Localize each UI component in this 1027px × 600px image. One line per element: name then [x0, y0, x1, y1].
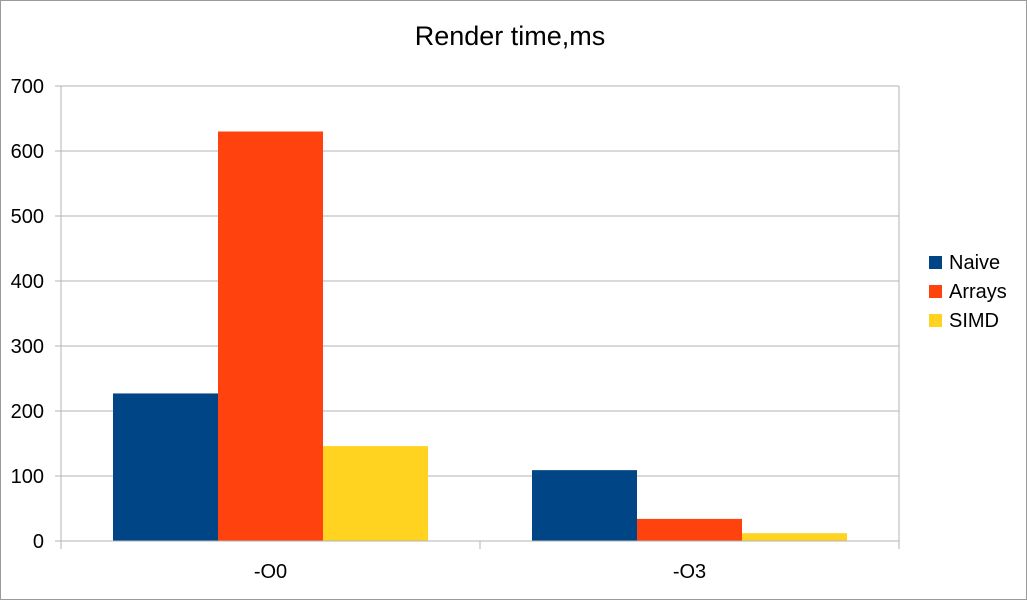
x-tick-label: -O0: [254, 561, 287, 583]
x-tick-labels: -O0 -O3: [254, 561, 706, 583]
y-tick-label: 600: [11, 141, 44, 163]
y-tick-label: 0: [33, 531, 44, 553]
legend-swatch-simd: [929, 314, 942, 327]
y-tick-label: 700: [11, 76, 44, 98]
bar-arrays-1: [218, 131, 323, 541]
legend-swatch-naive: [929, 256, 942, 269]
legend-label-naive: Naive: [949, 252, 1000, 274]
y-tick-label: 100: [11, 466, 44, 488]
legend-label-arrays: Arrays: [949, 281, 1007, 303]
bar-naive-1: [113, 393, 218, 541]
legend-label-simd: SIMD: [949, 310, 999, 332]
y-tick-label: 300: [11, 336, 44, 358]
axes: [55, 85, 900, 549]
y-tick-labels: 0 100 200 300 400 500 600 700: [11, 76, 44, 553]
bar-simd-2: [742, 533, 847, 541]
y-tick-label: 200: [11, 401, 44, 423]
chart-title: Render time,ms: [415, 21, 606, 51]
legend-swatch-arrays: [929, 285, 942, 298]
y-tick-label: 400: [11, 271, 44, 293]
legend: Naive Arrays SIMD: [929, 252, 1007, 332]
x-tick-label: -O3: [673, 561, 706, 583]
bars: [113, 131, 847, 541]
bar-arrays-2: [637, 518, 742, 541]
bar-simd-1: [323, 446, 428, 541]
y-tick-label: 500: [11, 206, 44, 228]
bar-naive-2: [532, 470, 637, 541]
